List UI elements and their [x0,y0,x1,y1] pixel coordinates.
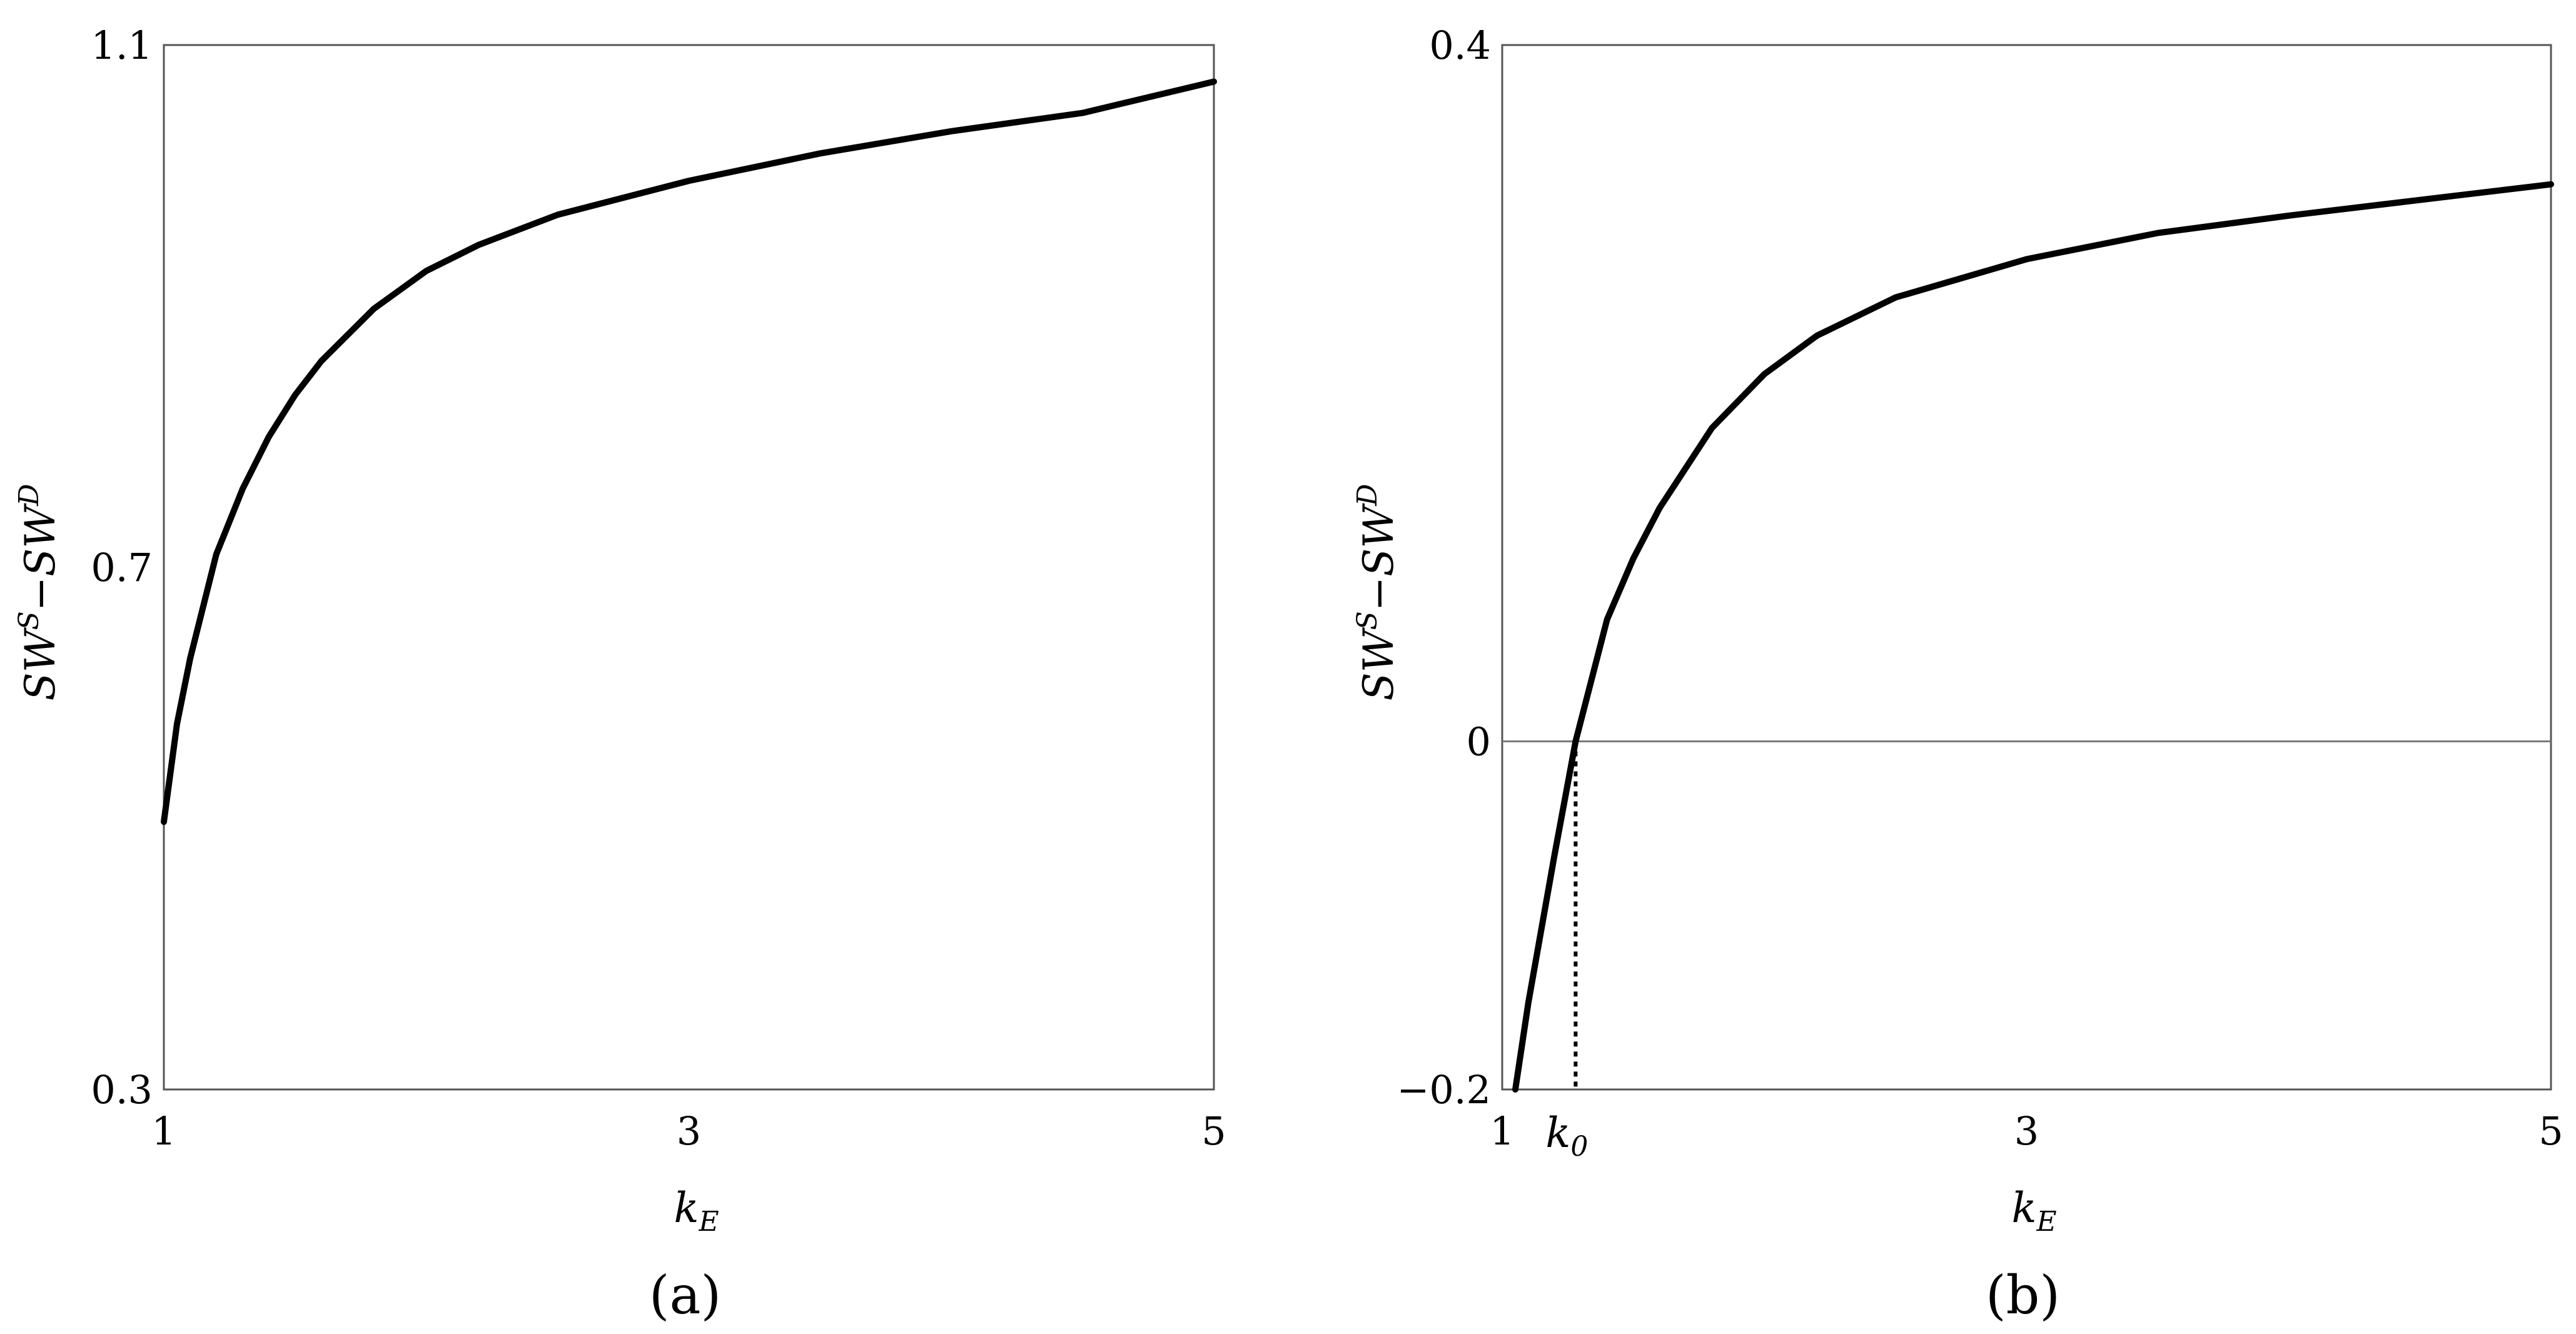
y-tick-label: 1.1 [91,23,153,68]
panel-label: (a) [649,1265,722,1326]
y-tick-label: 0.3 [91,1067,153,1113]
y-axis-title: SWS−SWD [1351,484,1403,701]
y-tick-label: −0.2 [1397,1067,1491,1113]
x-tick-label: 5 [2538,1108,2563,1154]
x-tick-label: 1 [1490,1108,1514,1154]
x-tick-label: 3 [2014,1108,2039,1154]
y-axis-title: SWS−SWD [13,484,64,701]
k0-label: k0 [1545,1109,1588,1163]
panel-a: 1 3 5 0.3 0.7 1.1 kE SWS−SWD (a) [13,23,1226,1326]
plot-frame [163,44,1215,1091]
panel-label: (b) [1986,1265,2060,1326]
y-tick-label: 0 [1467,719,1491,764]
plot-frame [1501,44,2552,1091]
y-tick-label: 0.4 [1429,23,1491,68]
x-tick-label: 1 [151,1108,176,1154]
x-axis-title: kE [674,1184,719,1238]
series-line [1512,181,2554,1093]
series-line [161,78,1217,826]
x-axis-title: kE [2012,1184,2057,1238]
y-tick-label: 0.7 [91,545,153,590]
x-tick-label: 3 [677,1108,701,1154]
panel-b: k0 1 3 5 −0.2 0 0.4 kE SWS−SWD (b) [1351,23,2563,1326]
x-tick-label: 5 [1201,1108,1226,1154]
